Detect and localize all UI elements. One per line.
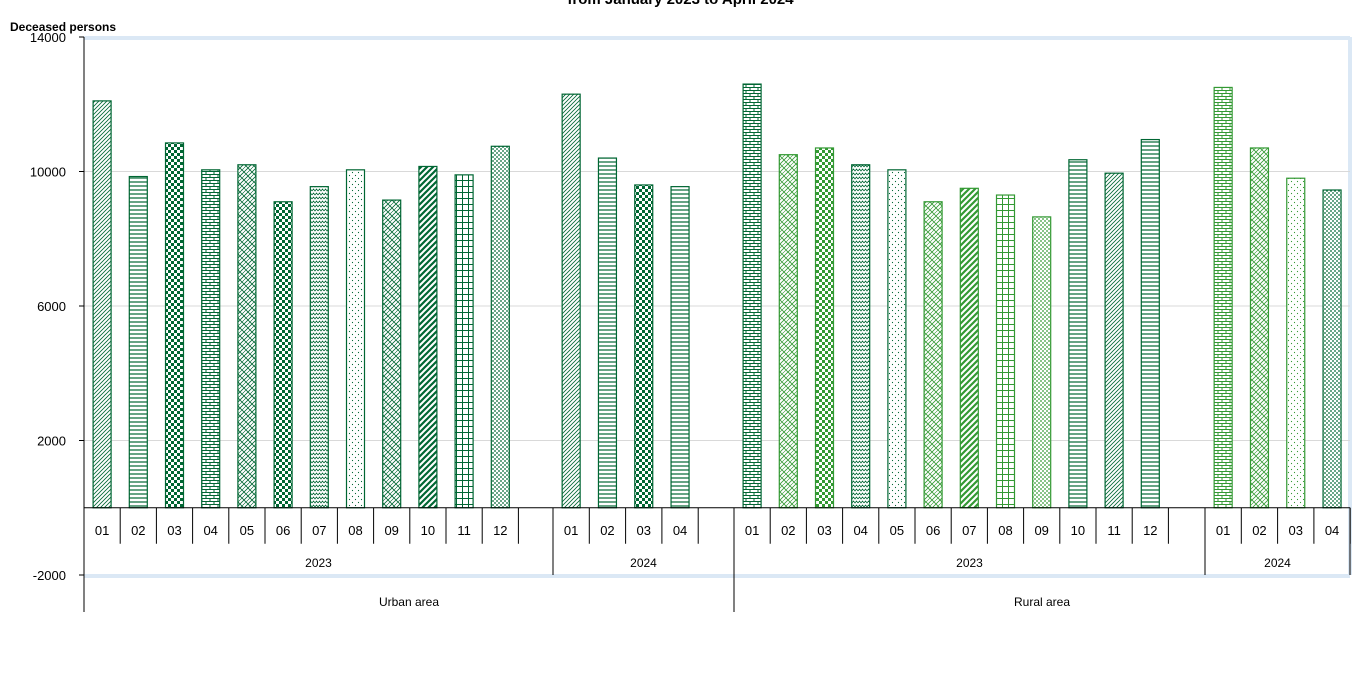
- x-tick-label: 02: [1252, 523, 1266, 538]
- x-tick-label: 03: [637, 523, 651, 538]
- bar-urban-area-2023-01: [92, 100, 112, 509]
- bar-rural-area-2023-08: [995, 194, 1016, 509]
- x-tick-label: 01: [745, 523, 759, 538]
- year-label: 2023: [305, 556, 332, 570]
- bar-rural-area-2023-09: [1032, 216, 1052, 509]
- y-tick-label: 10000: [30, 165, 66, 180]
- x-tick-label: 04: [203, 523, 217, 538]
- x-tick-label: 07: [962, 523, 976, 538]
- y-tick-label: 2000: [37, 434, 66, 449]
- x-tick-label: 11: [457, 523, 471, 538]
- x-tick-label: 02: [131, 523, 145, 538]
- x-tick-label: 01: [564, 523, 578, 538]
- bar-urban-area-2023-08: [345, 169, 366, 509]
- bar-urban-area-2023-12: [490, 145, 510, 509]
- bar-urban-area-2023-04: [201, 169, 221, 509]
- bar-rural-area-2023-03: [814, 147, 835, 509]
- bar-urban-area-2024-03: [634, 184, 654, 509]
- bar-rural-area-2023-02: [778, 154, 798, 509]
- area-label: Rural area: [1014, 595, 1070, 609]
- x-tick-label: 03: [817, 523, 831, 538]
- x-tick-label: 01: [95, 523, 109, 538]
- bar-urban-area-2023-02: [128, 175, 148, 509]
- chart-title: from January 2023 to April 2024: [0, 0, 1361, 8]
- bar-urban-area-2023-05: [237, 164, 257, 509]
- x-tick-label: 09: [1034, 523, 1048, 538]
- x-tick-label: 05: [240, 523, 254, 538]
- y-tick-label: -2000: [33, 568, 66, 583]
- x-tick-label: 03: [1289, 523, 1303, 538]
- x-tick-label: 04: [1325, 523, 1339, 538]
- x-tick-label: 12: [493, 523, 507, 538]
- x-tick-label: 07: [312, 523, 326, 538]
- bar-rural-area-2024-01: [1213, 86, 1233, 509]
- x-tick-label: 02: [781, 523, 795, 538]
- y-tick-label: 14000: [30, 30, 66, 45]
- bar-urban-area-2023-10: [418, 165, 438, 509]
- x-tick-label: 03: [167, 523, 181, 538]
- x-tick-label: 04: [853, 523, 867, 538]
- plot-top-band: [84, 36, 1350, 40]
- bar-rural-area-2023-11: [1104, 172, 1124, 509]
- bar-rural-area-2023-05: [887, 169, 907, 509]
- year-label: 2023: [956, 556, 983, 570]
- bar-rural-area-2024-03: [1286, 177, 1306, 509]
- x-tick-label: 08: [998, 523, 1012, 538]
- bar-urban-area-2023-11: [454, 174, 474, 509]
- bar-rural-area-2023-07: [959, 187, 979, 509]
- bar-urban-area-2024-02: [597, 157, 618, 509]
- bar-rural-area-2023-04: [851, 164, 871, 509]
- bar-urban-area-2024-04: [670, 186, 690, 509]
- y-tick-label: 6000: [37, 299, 66, 314]
- bar-urban-area-2023-07: [309, 186, 329, 509]
- bar-rural-area-2024-02: [1249, 147, 1270, 509]
- bar-rural-area-2023-06: [923, 201, 943, 509]
- x-tick-label: 09: [384, 523, 398, 538]
- x-tick-label: 08: [348, 523, 362, 538]
- x-tick-label: 12: [1143, 523, 1157, 538]
- x-tick-label: 06: [926, 523, 940, 538]
- x-tick-label: 05: [890, 523, 904, 538]
- plot-bottom-band: [84, 574, 1350, 578]
- bar-rural-area-2023-01: [742, 83, 762, 509]
- bar-urban-area-2024-01: [561, 93, 581, 509]
- bar-rural-area-2024-04: [1322, 189, 1342, 509]
- x-tick-label: 10: [1071, 523, 1085, 538]
- x-tick-label: 06: [276, 523, 290, 538]
- y-axis-title: Deceased persons: [10, 20, 117, 34]
- bar-urban-area-2023-09: [382, 199, 402, 509]
- bar-rural-area-2023-10: [1068, 159, 1088, 509]
- x-tick-label: 11: [1107, 523, 1121, 538]
- bar-urban-area-2023-06: [273, 201, 293, 509]
- area-label: Urban area: [379, 595, 439, 609]
- x-tick-label: 04: [673, 523, 687, 538]
- year-label: 2024: [630, 556, 657, 570]
- x-tick-label: 10: [421, 523, 435, 538]
- bar-urban-area-2023-03: [164, 142, 185, 509]
- x-tick-label: 02: [600, 523, 614, 538]
- x-tick-label: 01: [1216, 523, 1230, 538]
- year-label: 2024: [1264, 556, 1291, 570]
- bar-rural-area-2023-12: [1140, 138, 1160, 509]
